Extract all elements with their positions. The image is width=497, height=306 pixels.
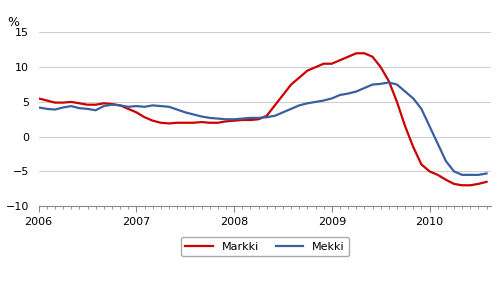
Markki	[313, 65, 319, 69]
Mekki	[44, 107, 50, 111]
Markki	[484, 180, 490, 184]
Mekki	[484, 172, 490, 175]
Text: %: %	[7, 16, 19, 29]
Markki	[44, 99, 50, 103]
Mekki	[459, 173, 465, 177]
Markki	[329, 62, 335, 65]
Mekki	[313, 100, 319, 104]
Markki	[459, 183, 465, 187]
Mekki	[378, 82, 384, 86]
Markki	[353, 51, 359, 55]
Mekki	[329, 97, 335, 100]
Legend: Markki, Mekki: Markki, Mekki	[181, 237, 349, 256]
Mekki	[36, 106, 42, 109]
Line: Markki: Markki	[39, 53, 487, 185]
Line: Mekki: Mekki	[39, 82, 487, 175]
Markki	[288, 83, 294, 86]
Mekki	[288, 107, 294, 111]
Mekki	[386, 80, 392, 84]
Markki	[36, 97, 42, 100]
Mekki	[198, 115, 204, 118]
Markki	[198, 120, 204, 124]
Markki	[386, 79, 392, 83]
